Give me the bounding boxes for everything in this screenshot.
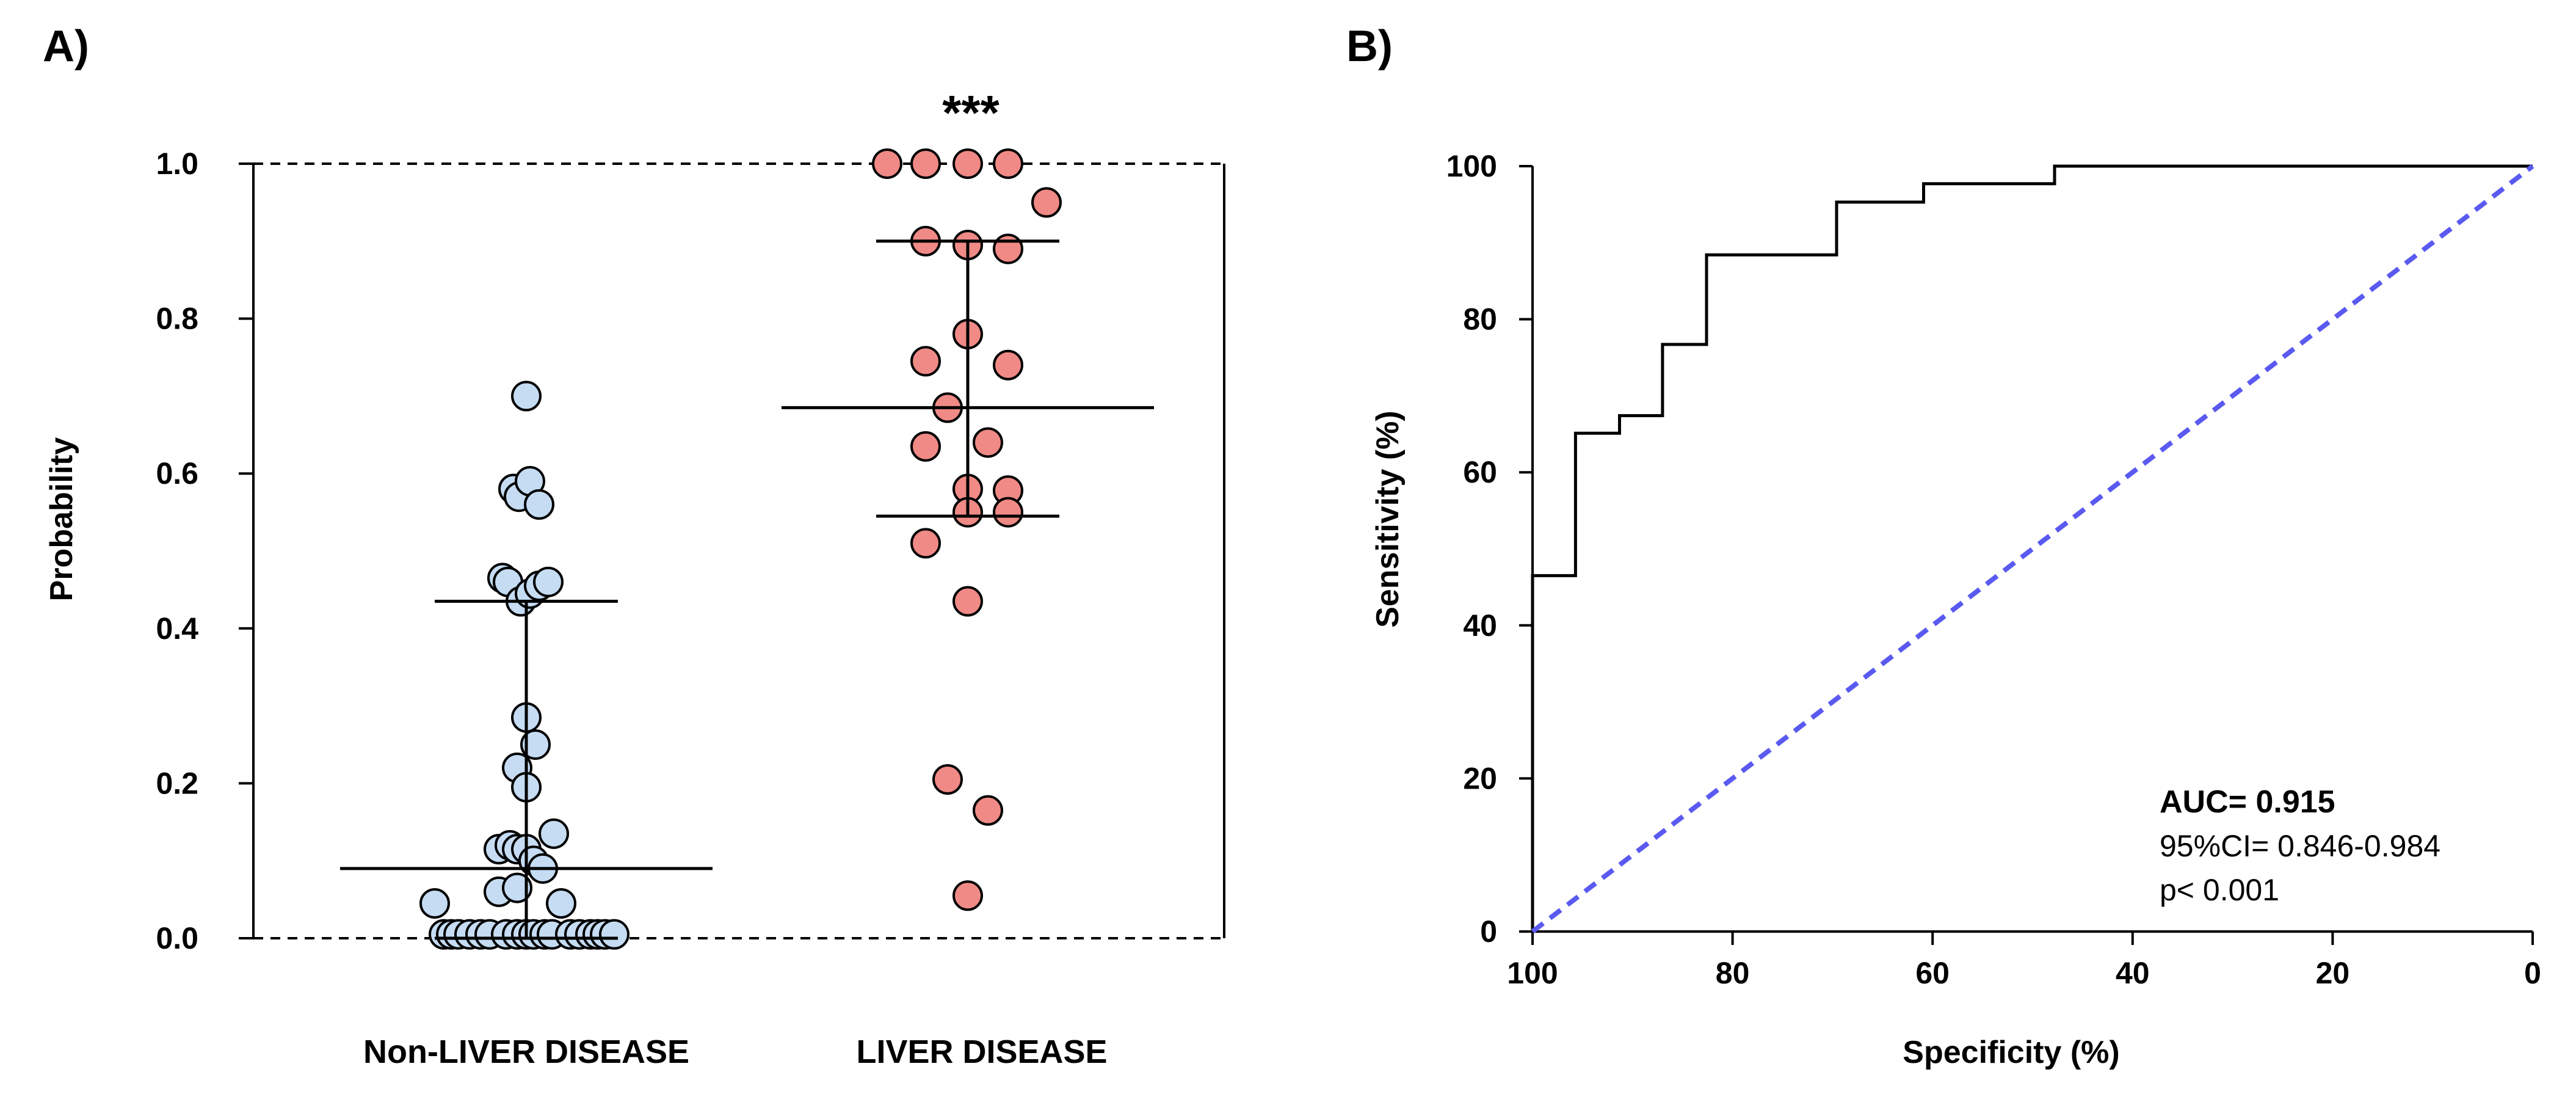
panel-b-series [1531,164,2534,934]
x-tick-label: 60 [1915,956,1950,990]
liver-point [952,586,983,617]
panel-b-roc-curve: B) 100 80 60 40 20 0 0 20 40 60 80 100 Specificity… [1346,22,2541,1070]
non-liver-point [511,381,542,412]
liver-point [973,427,1003,458]
ci-annotation: 95%CI= 0.846-0.984 [2160,829,2440,863]
liver-point [993,497,1023,528]
liver-point [952,148,983,179]
liver-point [952,880,983,911]
liver-point [973,795,1003,826]
liver-point [910,148,941,179]
category-label-liver: LIVER DISEASE [856,1034,1107,1070]
significance-marker: *** [942,86,1000,140]
p-value-annotation: p< 0.001 [2160,873,2279,907]
x-tick-label: 20 [2316,956,2350,990]
non-liver-point [599,919,629,950]
y-tick-label: 40 [1463,608,1497,643]
panel-a-y-axis-title: Probability [44,437,79,602]
liver-point [993,349,1023,381]
x-tick-label: 40 [2116,956,2150,990]
reference-diagonal-line [1531,164,2534,934]
liver-point [872,148,902,179]
non-liver-point [520,729,551,760]
y-tick-label: 60 [1463,455,1497,489]
non-liver-point [539,818,569,849]
liver-point [910,528,941,559]
panel-b-x-axis-title: Specificity (%) [1903,1035,2119,1070]
y-tick-label: 0.6 [156,456,198,490]
panel-a-label: A) [43,22,89,71]
category-label-non-liver: Non-LIVER DISEASE [363,1034,689,1070]
non-liver-point [524,489,554,520]
panel-a-reference-lines [253,162,1224,939]
panel-b-label: B) [1346,22,1393,71]
y-tick-label: 0.2 [156,766,198,800]
non-liver-point [533,566,564,597]
y-tick-label: 0.0 [156,921,198,955]
y-tick-label: 0.4 [156,611,198,646]
panel-b-y-ticks: 0 20 40 60 80 100 [1446,149,1533,949]
auc-annotation: AUC= 0.915 [2160,784,2335,820]
x-tick-label: 0 [2524,956,2541,990]
panel-a-axes [252,164,1225,938]
x-tick-label: 100 [1507,956,1558,990]
panel-a-y-ticks: 0.0 0.2 0.4 0.6 0.8 1.0 [156,147,253,955]
non-liver-point [419,888,450,919]
panel-b-y-axis-title: Sensitivity (%) [1370,410,1406,627]
y-tick-label: 100 [1446,149,1497,183]
liver-point [910,346,941,377]
liver-point [910,431,941,462]
liver-point [993,233,1023,264]
liver-point [1031,187,1062,218]
liver-point [993,148,1023,179]
y-tick-label: 0.8 [156,302,198,336]
panel-a-median-iqr [340,239,1154,940]
x-tick-label: 80 [1716,956,1750,990]
liver-point [932,764,963,795]
y-tick-label: 0 [1480,914,1497,949]
roc-curve-line [1531,164,2533,932]
y-tick-label: 1.0 [156,147,198,181]
panel-b-x-ticks: 100 80 60 40 20 0 [1507,932,2541,990]
panel-a-dot-plot: A) 0.0 0.2 0.4 0.6 0.8 1.0 Probability *** No… [43,22,1225,1070]
non-liver-point [502,872,532,903]
panel-a-points [419,148,1062,950]
y-tick-label: 80 [1463,302,1497,337]
y-tick-label: 20 [1463,761,1497,795]
non-liver-point [546,888,576,919]
